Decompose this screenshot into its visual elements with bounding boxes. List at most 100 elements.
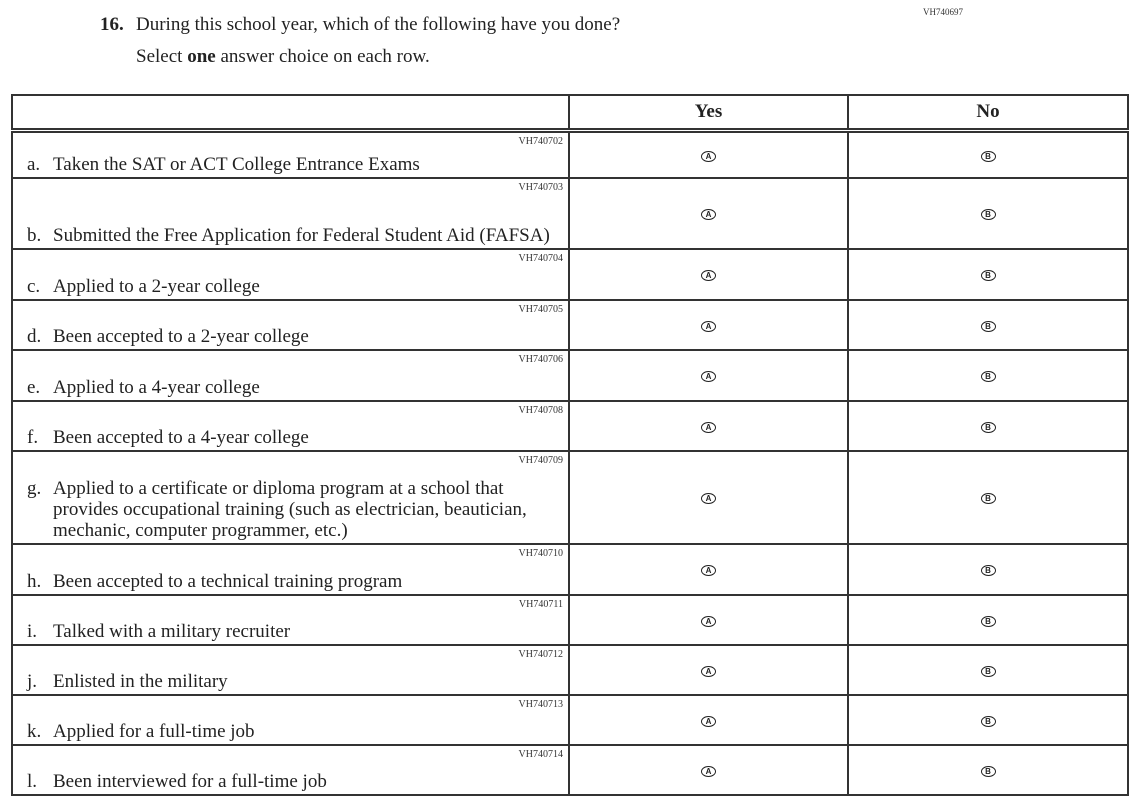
row-label-cell: VH740702 a. Taken the SAT or ACT College …	[11, 129, 570, 179]
answer-bubble-yes[interactable]: A	[701, 715, 716, 727]
yes-cell: A	[568, 247, 849, 301]
item-code: VH740711	[518, 598, 563, 610]
answer-bubble-yes[interactable]: A	[701, 665, 716, 677]
table-row: VH740709 g. Applied to a certificate or d…	[11, 449, 1129, 545]
answer-bubble-no[interactable]: B	[980, 371, 996, 382]
answer-bubble-no[interactable]: B	[980, 615, 996, 627]
answer-bubble-no[interactable]: B	[980, 270, 996, 281]
item-letter: c.	[27, 275, 41, 297]
item-description: Applied to a 4-year college	[53, 376, 260, 398]
row-label-cell: VH740705 d. Been accepted to a 2-year col…	[11, 298, 570, 351]
yes-cell: A	[568, 643, 849, 696]
item-letter: a.	[27, 153, 41, 175]
answer-bubble-no[interactable]: B	[980, 320, 996, 332]
yes-cell: A	[568, 348, 849, 402]
item-code: VH740714	[518, 748, 563, 760]
row-label-cell: VH740710 h. Been accepted to a technical …	[11, 542, 570, 596]
item-letter: k.	[27, 720, 42, 742]
row-label-cell: VH740713 k. Applied for a full-time job	[11, 693, 570, 746]
item-code: VH740708	[518, 404, 563, 416]
item-text: l. Been interviewed for a full-time job	[13, 771, 568, 794]
item-code: VH740706	[518, 353, 563, 365]
answer-bubble-no[interactable]: B	[980, 665, 996, 677]
item-code: VH740710	[518, 547, 563, 559]
item-text: a. Taken the SAT or ACT College Entrance …	[13, 154, 568, 177]
question-number: 16.	[100, 14, 124, 35]
row-label-cell: VH740708 f. Been accepted to a 4-year col…	[11, 399, 570, 452]
answer-bubble-no[interactable]: B	[980, 209, 996, 220]
item-code: VH740702	[518, 136, 563, 147]
yes-cell: A	[568, 542, 849, 596]
no-cell: B	[847, 129, 1129, 179]
no-cell: B	[847, 542, 1129, 596]
table-row: VH740705 d. Been accepted to a 2-year col…	[11, 298, 1129, 351]
answer-bubble-no[interactable]: B	[980, 493, 996, 504]
row-label-cell: VH740711 i. Talked with a military recrui…	[11, 593, 570, 646]
item-text: j. Enlisted in the military	[13, 671, 568, 694]
no-cell: B	[847, 743, 1129, 796]
yes-cell: A	[568, 593, 849, 646]
item-text: e. Applied to a 4-year college	[13, 377, 568, 400]
item-text: c. Applied to a 2-year college	[13, 276, 568, 299]
item-description: Applied to a 2-year college	[53, 275, 260, 297]
table-row: VH740704 c. Applied to a 2-year college A…	[11, 247, 1129, 301]
item-letter: b.	[27, 224, 42, 246]
item-description: Submitted the Free Application for Feder…	[53, 224, 550, 246]
header-item	[11, 94, 570, 133]
item-description: Been interviewed for a full-time job	[53, 770, 327, 792]
item-code: VH740713	[518, 698, 563, 710]
item-description: Been accepted to a technical training pr…	[53, 570, 403, 592]
yes-cell: A	[568, 449, 849, 545]
item-text: d. Been accepted to a 2-year college	[13, 326, 568, 349]
row-label-cell: VH740712 j. Enlisted in the military	[11, 643, 570, 696]
row-label-cell: VH740706 e. Applied to a 4-year college	[11, 348, 570, 402]
answer-bubble-yes[interactable]: A	[701, 615, 716, 627]
answer-bubble-yes[interactable]: A	[701, 565, 716, 576]
item-letter: j.	[27, 670, 38, 692]
table-row: VH740702 a. Taken the SAT or ACT College …	[11, 129, 1129, 179]
item-description: Been accepted to a 2-year college	[53, 325, 309, 347]
item-code: VH740705	[518, 303, 563, 315]
no-cell: B	[847, 449, 1129, 545]
item-text: h. Been accepted to a technical training …	[13, 571, 568, 594]
answer-bubble-yes[interactable]: A	[701, 765, 716, 777]
yes-cell: A	[568, 129, 849, 179]
item-text: f. Been accepted to a 4-year college	[13, 427, 568, 450]
no-cell: B	[847, 593, 1129, 646]
answer-bubble-yes[interactable]: A	[701, 270, 716, 281]
row-label-cell: VH740704 c. Applied to a 2-year college	[11, 247, 570, 301]
table-row: VH740703 b. Submitted the Free Applicatio…	[11, 176, 1129, 250]
item-description: Enlisted in the military	[53, 670, 228, 692]
item-code: VH740704	[518, 252, 563, 264]
answer-bubble-yes[interactable]: A	[701, 421, 716, 433]
answer-bubble-yes[interactable]: A	[701, 493, 716, 504]
answer-bubble-no[interactable]: B	[980, 150, 996, 162]
item-letter: h.	[27, 570, 42, 592]
item-text: i. Talked with a military recruiter	[13, 621, 568, 644]
table-row: VH740714 l. Been interviewed for a full-t…	[11, 743, 1129, 796]
table-row: VH740706 e. Applied to a 4-year college A…	[11, 348, 1129, 402]
answer-bubble-yes[interactable]: A	[701, 371, 716, 382]
answer-bubble-yes[interactable]: A	[701, 320, 716, 332]
item-code: VH740712	[518, 648, 563, 660]
answer-bubble-yes[interactable]: A	[701, 209, 716, 220]
item-letter: f.	[27, 426, 39, 448]
answer-bubble-no[interactable]: B	[980, 715, 996, 727]
yes-cell: A	[568, 399, 849, 452]
answer-bubble-no[interactable]: B	[980, 421, 996, 433]
table-row: VH740710 h. Been accepted to a technical …	[11, 542, 1129, 596]
item-description: Taken the SAT or ACT College Entrance Ex…	[53, 153, 420, 175]
item-text: k. Applied for a full-time job	[13, 721, 568, 744]
instruction: Select one answer choice on each row.	[136, 46, 430, 68]
no-cell: B	[847, 399, 1129, 452]
item-letter: l.	[27, 770, 38, 792]
yes-cell: A	[568, 743, 849, 796]
header-yes: Yes	[568, 94, 849, 133]
answer-bubble-no[interactable]: B	[980, 565, 996, 576]
answer-bubble-yes[interactable]: A	[701, 150, 716, 162]
item-code: VH740709	[518, 454, 563, 466]
yes-cell: A	[568, 693, 849, 746]
answer-bubble-no[interactable]: B	[980, 765, 996, 777]
item-description: Applied to a certificate or diploma prog…	[53, 477, 527, 541]
table-row: VH740708 f. Been accepted to a 4-year col…	[11, 399, 1129, 452]
